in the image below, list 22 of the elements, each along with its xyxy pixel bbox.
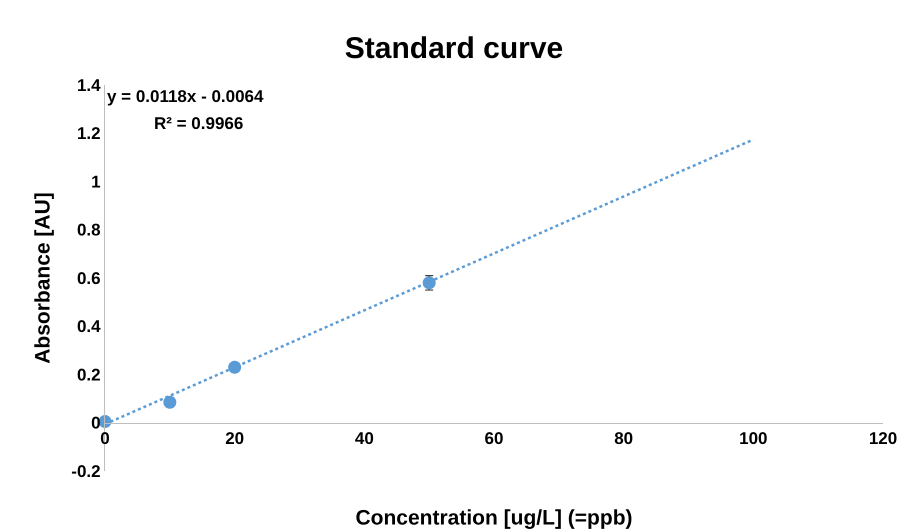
y-tick-label: 1.4 — [76, 76, 102, 95]
point — [228, 360, 242, 374]
x-tick-label: 80 — [614, 429, 634, 448]
x-axis-title: Concentration [ug/L] (=ppb) — [355, 506, 633, 530]
y-tick-label: -0.2 — [71, 462, 101, 481]
y-axis-title: Absorbance [AU] — [31, 192, 54, 364]
y-tick-label: 0.4 — [76, 317, 102, 336]
annotation: y = 0.0118x - 0.0064 — [107, 87, 264, 106]
x-tick-label: 20 — [225, 429, 244, 448]
x-tick-label: 60 — [484, 429, 504, 448]
annotation: R² = 0.9966 — [154, 114, 244, 133]
x-tick-label: 120 — [868, 429, 898, 448]
y-tick-label: 0.6 — [76, 268, 101, 288]
x-tick-label: 40 — [354, 429, 374, 448]
y-tick-label: 1.2 — [76, 124, 101, 144]
y-tick-label: 0.2 — [76, 365, 101, 384]
y-tick-label: 1 — [91, 172, 101, 192]
x-tick-label: 100 — [739, 429, 768, 448]
chart-title: Standard curve — [344, 32, 564, 66]
y-tick-label: 0 — [91, 414, 101, 433]
y-tick-label: 0.8 — [76, 220, 101, 240]
point — [163, 396, 176, 409]
